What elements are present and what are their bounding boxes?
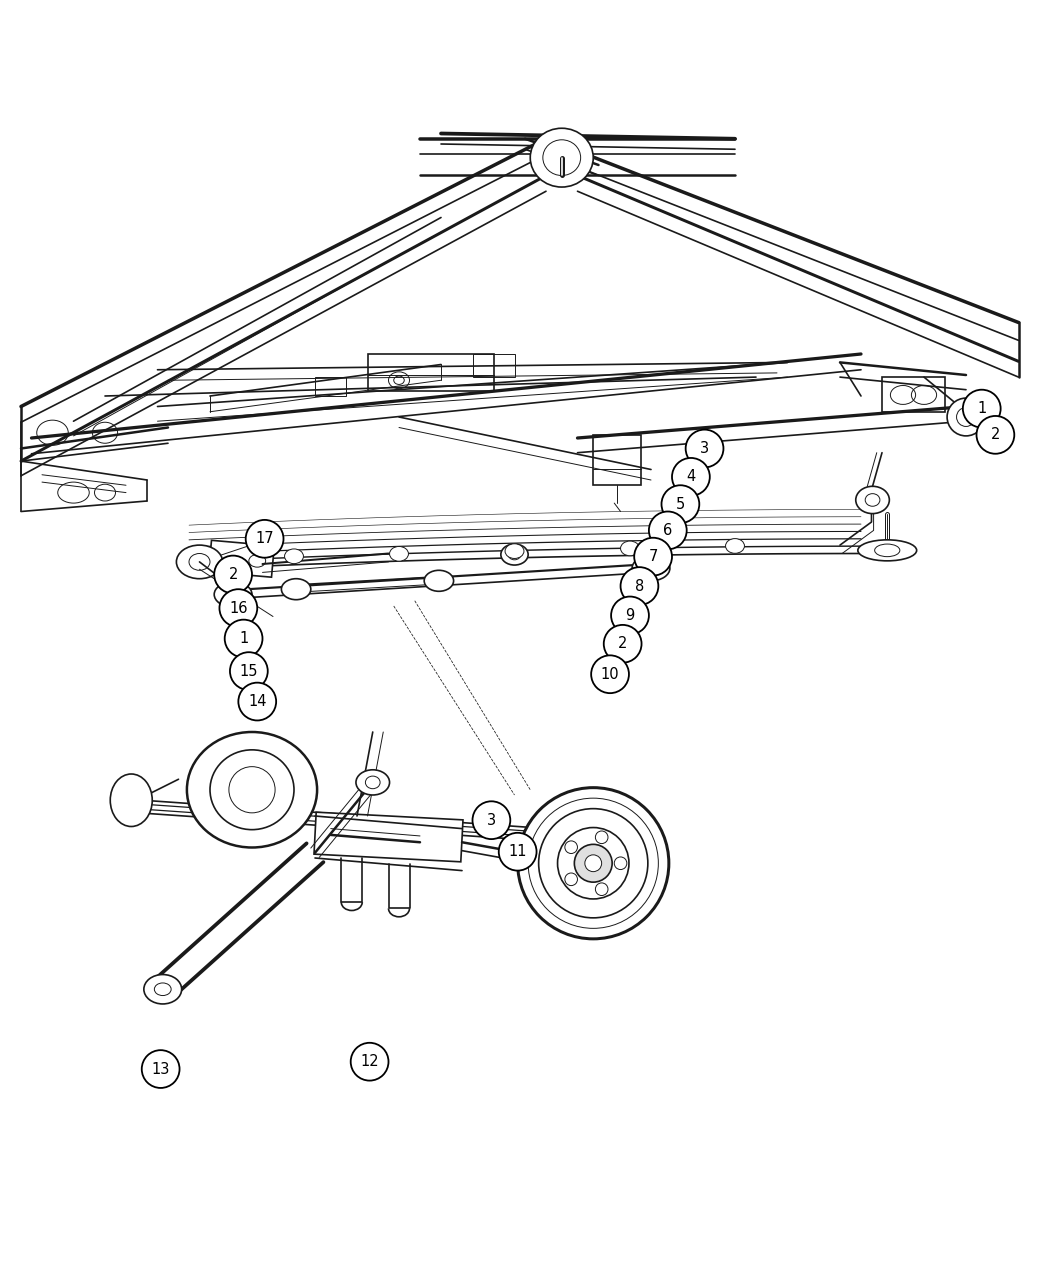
Text: 5: 5: [676, 497, 685, 511]
Circle shape: [611, 597, 649, 635]
Ellipse shape: [621, 541, 639, 556]
Text: 16: 16: [229, 601, 248, 616]
Text: 7: 7: [649, 550, 657, 564]
Ellipse shape: [424, 570, 454, 592]
Text: 2: 2: [229, 567, 237, 581]
Ellipse shape: [585, 854, 602, 872]
Ellipse shape: [281, 579, 311, 599]
Ellipse shape: [595, 882, 608, 895]
Circle shape: [621, 567, 658, 604]
Bar: [314, 812, 463, 862]
Bar: [368, 354, 494, 390]
Ellipse shape: [947, 398, 985, 436]
Bar: [593, 435, 640, 486]
Ellipse shape: [574, 844, 612, 882]
Text: 2: 2: [618, 636, 627, 652]
Bar: [882, 377, 945, 412]
Circle shape: [634, 538, 672, 575]
Circle shape: [246, 520, 284, 557]
Circle shape: [686, 430, 723, 468]
Circle shape: [649, 511, 687, 550]
Ellipse shape: [595, 831, 608, 844]
Ellipse shape: [214, 581, 252, 607]
Circle shape: [499, 833, 537, 871]
Text: 10: 10: [601, 667, 619, 682]
Ellipse shape: [110, 774, 152, 826]
Circle shape: [230, 653, 268, 690]
Text: 1: 1: [978, 402, 986, 416]
Circle shape: [225, 620, 262, 658]
Ellipse shape: [501, 544, 528, 565]
Circle shape: [604, 625, 642, 663]
Circle shape: [219, 589, 257, 627]
Ellipse shape: [518, 788, 669, 938]
Ellipse shape: [356, 770, 390, 796]
Text: 3: 3: [487, 812, 496, 827]
Circle shape: [472, 801, 510, 839]
Text: 11: 11: [508, 844, 527, 859]
Ellipse shape: [632, 556, 670, 581]
Text: 6: 6: [664, 523, 672, 538]
Bar: [472, 354, 514, 377]
Circle shape: [238, 682, 276, 720]
Ellipse shape: [505, 543, 524, 558]
Ellipse shape: [565, 873, 578, 886]
Circle shape: [591, 655, 629, 694]
Text: 4: 4: [687, 469, 695, 484]
Text: 12: 12: [360, 1054, 379, 1070]
Ellipse shape: [858, 539, 917, 561]
Circle shape: [214, 556, 252, 593]
Text: 17: 17: [255, 532, 274, 546]
Ellipse shape: [726, 538, 744, 553]
Ellipse shape: [565, 842, 578, 853]
Circle shape: [963, 390, 1001, 427]
Circle shape: [662, 486, 699, 523]
Ellipse shape: [285, 550, 303, 564]
Circle shape: [672, 458, 710, 496]
Circle shape: [142, 1051, 180, 1088]
Text: 15: 15: [239, 663, 258, 678]
Ellipse shape: [187, 732, 317, 848]
Bar: [209, 541, 274, 578]
Ellipse shape: [390, 547, 408, 561]
Text: 1: 1: [239, 631, 248, 646]
Ellipse shape: [856, 486, 889, 514]
Text: 8: 8: [635, 579, 644, 594]
Bar: [315, 377, 346, 397]
Text: 9: 9: [626, 608, 634, 623]
Text: 14: 14: [248, 694, 267, 709]
Ellipse shape: [176, 546, 223, 579]
Text: 2: 2: [991, 427, 1000, 442]
Circle shape: [351, 1043, 388, 1081]
Ellipse shape: [144, 974, 182, 1003]
Circle shape: [976, 416, 1014, 454]
Ellipse shape: [530, 129, 593, 187]
Text: 13: 13: [151, 1062, 170, 1076]
Text: 3: 3: [700, 441, 709, 456]
Ellipse shape: [614, 857, 627, 870]
